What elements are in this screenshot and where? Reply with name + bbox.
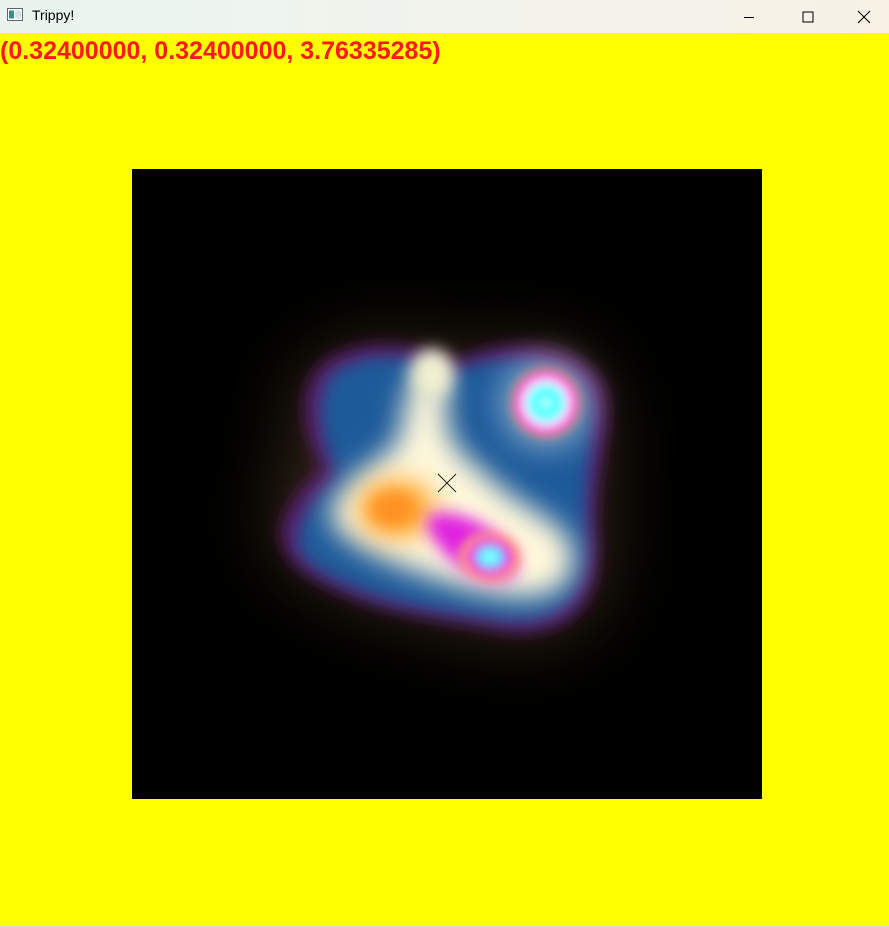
coordinates-readout: (0.32400000, 0.32400000, 3.76335285) [0,37,441,65]
close-icon [857,10,871,24]
window-bottom-border [0,926,889,928]
window-title: Trippy! [32,7,75,23]
render-viewport[interactable] [132,169,762,799]
app-window-icon [7,8,23,21]
maximize-icon [802,11,814,23]
lower-hotspot [456,530,524,584]
ring-hotspot [510,367,582,439]
minimize-button[interactable] [720,0,778,33]
minimize-icon [743,11,755,23]
fractal-render [275,344,607,636]
title-bar[interactable]: Trippy! [0,0,889,33]
orange-core-inner [370,493,414,525]
crosshair-x-icon [437,473,457,493]
close-button[interactable] [838,0,889,33]
blob-bump [410,349,454,399]
maximize-button[interactable] [779,0,837,33]
